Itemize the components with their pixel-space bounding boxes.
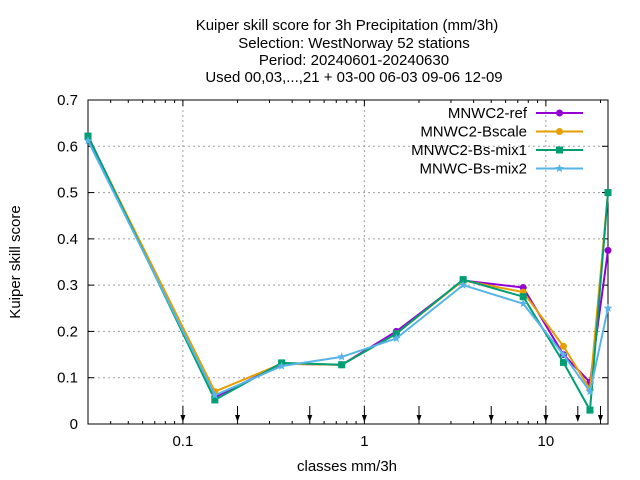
axes: 0 0.1 0.2 0.3 0.4 0.5 0.6 0.7 0.1 1 10 (57, 92, 609, 450)
title-line-2: Selection: WestNorway 52 stations (238, 35, 470, 52)
threshold-arrow-head (180, 415, 186, 422)
series-line-mnwc2-bs-mix1 (87, 135, 609, 414)
data-point-mnwc-bs-mix2 (603, 303, 613, 312)
legend-marker (556, 146, 563, 154)
data-point-mnwc2-bs-mix1 (586, 406, 594, 414)
data-point-mnwc-bs-mix2 (392, 333, 401, 343)
x-tick-label: 10 (538, 433, 555, 450)
data-point-mnwc2-bs-mix1 (459, 276, 467, 284)
title-line-3: Period: 20240601-20240630 (259, 52, 449, 69)
legend-label: MNWC2-Bscale (420, 124, 527, 141)
data-point-mnwc-bs-mix2 (83, 136, 93, 145)
plot-frame (87, 99, 609, 425)
threshold-arrow-head (543, 415, 549, 422)
legend-label: MNWC-Bs-mix2 (420, 161, 527, 178)
data-point-mnwc2-bs-mix1 (559, 358, 567, 366)
data-point-mnwc-bs-mix2 (210, 390, 220, 399)
grid (88, 100, 608, 424)
threshold-arrow-head (235, 415, 241, 422)
data-point-mnwc-bs-mix2 (518, 299, 528, 308)
threshold-arrow-head (597, 415, 603, 422)
data-point-mnwc-bs-mix2 (585, 387, 595, 396)
y-tick-label: 0.7 (57, 92, 78, 109)
series-line-mnwc2-ref (87, 135, 609, 399)
title-line-1: Kuiper skill score for 3h Precipitation … (196, 17, 499, 34)
threshold-arrow-head (307, 415, 313, 422)
legend-marker (556, 109, 563, 117)
y-tick-label: 0.3 (57, 277, 78, 294)
x-axis-label: classes mm/3h (297, 458, 397, 475)
data-point-mnwc-bs-mix2 (559, 350, 568, 359)
threshold-arrow-head (361, 415, 367, 422)
y-tick-label: 0.1 (57, 370, 78, 387)
y-tick-label: 0.5 (57, 185, 78, 202)
data-point-mnwc2-bs-mix1 (211, 396, 219, 404)
title-line-4: Used 00,03,...,21 + 03-00 06-03 09-06 12… (205, 69, 502, 86)
data-point-mnwc2-bs-mix1 (519, 293, 527, 301)
legend-label: MNWC2-ref (448, 105, 528, 122)
data-point-mnwc2-ref (604, 246, 612, 254)
data-point-mnwc2-bscale (559, 342, 567, 350)
data-point-mnwc2-bs-mix1 (84, 132, 92, 140)
y-tick-label: 0.2 (57, 323, 78, 340)
data-point-mnwc2-bs-mix1 (604, 189, 612, 197)
y-tick-label: 0.4 (57, 231, 78, 248)
threshold-arrows (180, 406, 603, 422)
series-line-mnwc2-bscale (87, 136, 609, 393)
threshold-arrow-head (575, 415, 581, 422)
data-point-mnwc2-bs-mix1 (392, 330, 400, 338)
threshold-arrow-head (416, 415, 422, 422)
legend-marker (555, 164, 564, 173)
series-line-mnwc-bs-mix2 (87, 140, 609, 397)
legend-marker (556, 128, 563, 135)
data-point-mnwc2-bs-mix1 (338, 361, 346, 369)
x-tick-label: 1 (360, 433, 368, 450)
threshold-arrow-head (488, 415, 494, 422)
y-tick-label: 0 (70, 416, 78, 433)
y-axis-label: Kuiper skill score (7, 205, 24, 318)
y-tick-label: 0.6 (57, 138, 78, 155)
data-point-mnwc-bs-mix2 (458, 280, 468, 289)
data-point-mnwc-bs-mix2 (277, 361, 286, 370)
x-tick-label: 0.1 (172, 433, 193, 450)
legend-label: MNWC2-Bs-mix1 (411, 142, 527, 159)
data-point-mnwc-bs-mix2 (337, 352, 346, 361)
chart-title: Kuiper skill score for 3h Precipitation … (196, 17, 503, 86)
series-group (83, 132, 613, 414)
